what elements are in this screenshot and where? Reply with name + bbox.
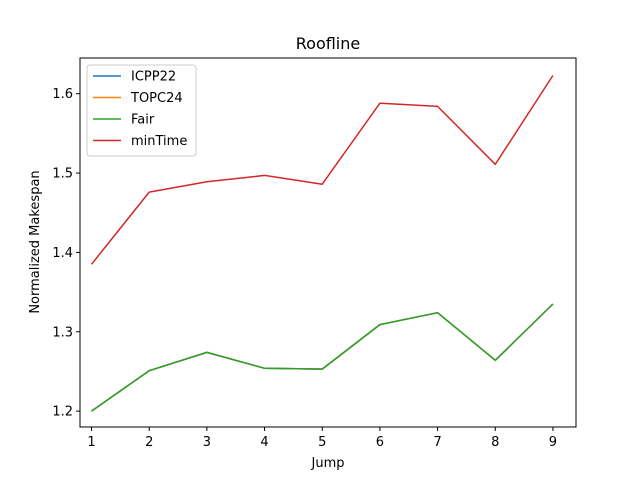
x-tick-label: 6 bbox=[376, 435, 384, 450]
legend-box bbox=[86, 64, 197, 157]
x-tick-label: 5 bbox=[318, 435, 326, 450]
y-tick-label: 1.3 bbox=[52, 325, 73, 340]
y-axis-label: Normalized Makespan bbox=[28, 170, 43, 313]
y-tick-label: 1.5 bbox=[52, 167, 73, 182]
x-tick-label: 4 bbox=[260, 435, 268, 450]
legend: ICPP22 TOPC24 Fair minTime bbox=[86, 64, 197, 157]
x-tick-label: 7 bbox=[433, 435, 441, 450]
series-line-3 bbox=[90, 75, 554, 265]
x-tick-label: 8 bbox=[491, 435, 499, 450]
y-tick-label: 1.2 bbox=[52, 405, 73, 420]
x-axis: 1 2 3 4 5 6 7 8 9 bbox=[87, 427, 557, 450]
legend-label-1: TOPC24 bbox=[130, 91, 183, 106]
x-tick-label: 1 bbox=[87, 435, 95, 450]
chart-title: Roofline bbox=[296, 34, 360, 53]
legend-label-3: minTime bbox=[131, 134, 187, 149]
plot-frame bbox=[79, 57, 577, 428]
series-line-2 bbox=[91, 303, 554, 412]
x-tick-label: 9 bbox=[549, 435, 557, 450]
series-layer bbox=[90, 75, 554, 412]
x-tick-label: 3 bbox=[203, 435, 211, 450]
x-tick-label: 2 bbox=[145, 435, 153, 450]
y-tick-label: 1.4 bbox=[52, 246, 73, 261]
legend-label-0: ICPP22 bbox=[131, 70, 176, 85]
legend-label-2: Fair bbox=[131, 113, 155, 128]
y-tick-label: 1.6 bbox=[52, 87, 73, 102]
x-axis-label: Jump bbox=[311, 456, 345, 471]
y-axis: 1.2 1.3 1.4 1.5 1.6 bbox=[52, 87, 80, 420]
